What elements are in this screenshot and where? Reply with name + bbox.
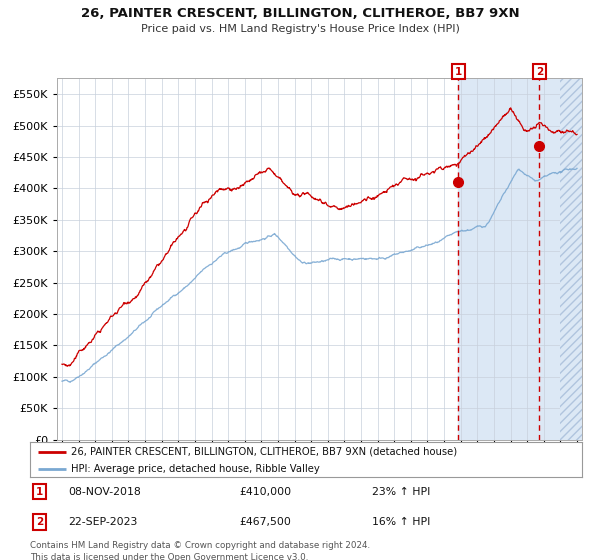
Text: Contains HM Land Registry data © Crown copyright and database right 2024.
This d: Contains HM Land Registry data © Crown c… — [30, 541, 370, 560]
Text: 26, PAINTER CRESCENT, BILLINGTON, CLITHEROE, BB7 9XN (detached house): 26, PAINTER CRESCENT, BILLINGTON, CLITHE… — [71, 447, 458, 457]
Text: 16% ↑ HPI: 16% ↑ HPI — [372, 517, 431, 527]
Bar — [560, 78, 586, 440]
Bar — [458, 78, 586, 440]
Text: 23% ↑ HPI: 23% ↑ HPI — [372, 487, 431, 497]
Text: 1: 1 — [37, 487, 44, 497]
Text: 08-NOV-2018: 08-NOV-2018 — [68, 487, 142, 497]
Text: 26, PAINTER CRESCENT, BILLINGTON, CLITHEROE, BB7 9XN: 26, PAINTER CRESCENT, BILLINGTON, CLITHE… — [80, 7, 520, 20]
Text: £467,500: £467,500 — [240, 517, 292, 527]
Text: 22-SEP-2023: 22-SEP-2023 — [68, 517, 138, 527]
Text: Price paid vs. HM Land Registry's House Price Index (HPI): Price paid vs. HM Land Registry's House … — [140, 24, 460, 34]
Text: 2: 2 — [37, 517, 44, 527]
Text: 1: 1 — [455, 67, 462, 77]
Text: 2: 2 — [536, 67, 543, 77]
Text: £410,000: £410,000 — [240, 487, 292, 497]
Text: HPI: Average price, detached house, Ribble Valley: HPI: Average price, detached house, Ribb… — [71, 464, 320, 474]
